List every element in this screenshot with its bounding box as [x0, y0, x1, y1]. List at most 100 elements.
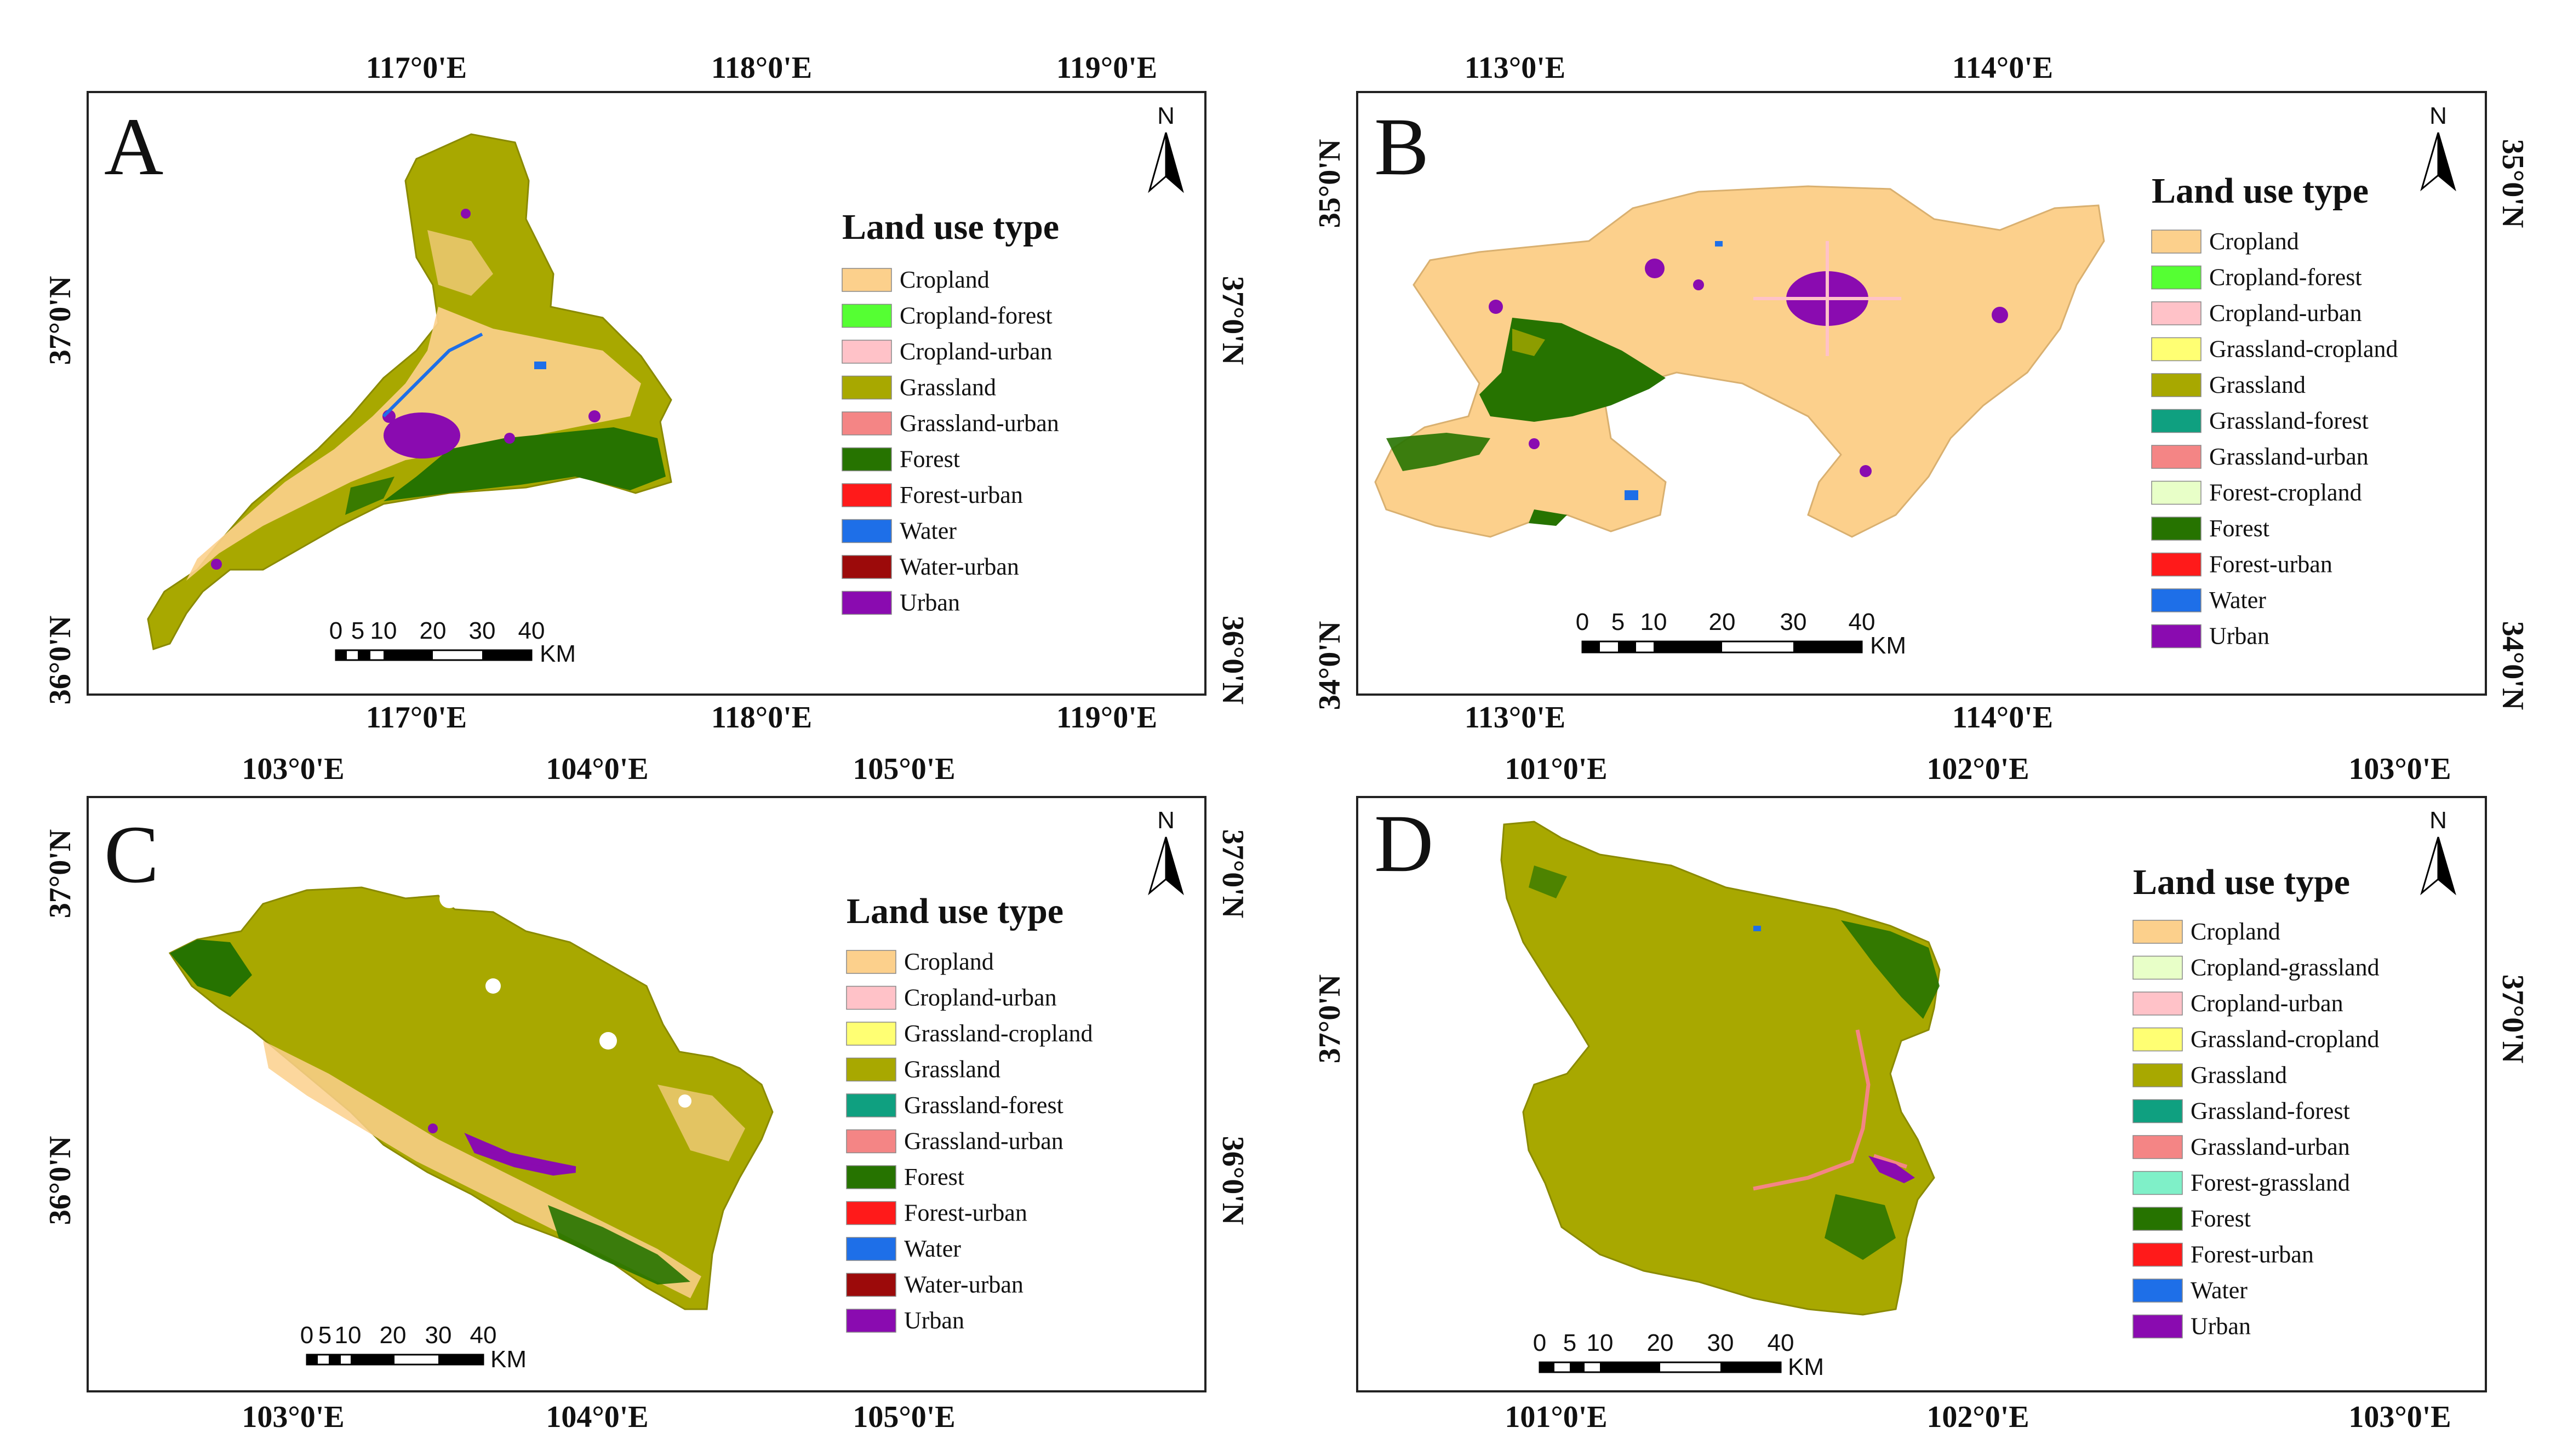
legend-swatch [846, 1129, 896, 1154]
panel-d: D 101°0'E 102°0'E 103°0'E 101°0'E 102°0'… [1313, 752, 2530, 1434]
legend-swatch [2132, 1135, 2183, 1159]
scale-tick-label: 20 [420, 617, 447, 644]
legend-item: Grassland-cropland [2151, 336, 2398, 363]
north-label: N [1157, 807, 1175, 834]
bottom-lon-label: 104°0'E [546, 1400, 648, 1434]
legend-item: Urban [842, 589, 960, 616]
scale-tick-label: 30 [1780, 609, 1807, 635]
legend-swatch [2151, 588, 2202, 612]
legend-label: Cropland-forest [900, 302, 1053, 329]
scale-tick-label: 10 [370, 617, 397, 644]
legend-swatch [2151, 230, 2202, 254]
legend: Land use type Cropland Cropland-grassland… [2132, 862, 2380, 1340]
legend-item: Cropland-forest [2151, 264, 2362, 291]
legend-item: Water-urban [846, 1271, 1023, 1298]
legend-item: Grassland-cropland [846, 1020, 1093, 1047]
legend-label: Grassland [900, 374, 996, 401]
legend-item: Cropland [842, 266, 990, 293]
legend-label: Grassland-urban [2209, 443, 2369, 470]
legend-label: Urban [2209, 623, 2269, 650]
legend-item: Forest [2132, 1205, 2251, 1232]
legend-swatch [842, 340, 892, 364]
north-arrow: N [2420, 807, 2456, 896]
top-lon-label: 105°0'E [853, 752, 955, 786]
legend-item: Forest [842, 446, 960, 473]
legend-swatch [842, 447, 892, 472]
scale-tick-label: 0 [1576, 609, 1589, 635]
legend-label: Grassland-cropland [2191, 1026, 2380, 1053]
right-lat-label: 36°0'N [1216, 1136, 1250, 1225]
scale-tick-label: 30 [1707, 1329, 1734, 1356]
legend-item: Water [842, 518, 957, 544]
right-lat-label: 37°0'N [1216, 276, 1250, 365]
legend-swatch [2151, 301, 2202, 325]
scale-tick-label: 30 [425, 1322, 452, 1349]
north-label: N [2429, 807, 2447, 834]
legend-swatch [2132, 1207, 2183, 1231]
bottom-lon-label: 101°0'E [1505, 1400, 1607, 1434]
legend-swatch [846, 950, 896, 974]
left-lat-label: 34°0'N [1313, 621, 1347, 710]
legend-swatch [842, 591, 892, 615]
legend-title: Land use type [842, 207, 1059, 247]
legend: Land use type Cropland Cropland-urban Gras… [846, 891, 1093, 1334]
legend-item: Grassland-urban [2151, 443, 2369, 470]
scale-unit: KM [1788, 1354, 1824, 1380]
legend-swatch [842, 303, 892, 328]
north-arrow: N [2420, 102, 2456, 192]
legend-swatch [2151, 480, 2202, 505]
legend-swatch [2151, 265, 2202, 290]
bottom-lon-label: 103°0'E [242, 1400, 344, 1434]
legend-title: Land use type [847, 891, 1063, 931]
legend-label: Grassland [2209, 371, 2306, 398]
legend-label: Cropland [900, 266, 990, 293]
legend-swatch [2132, 1314, 2183, 1339]
legend-label: Cropland-urban [2209, 300, 2362, 326]
right-lat-label: 36°0'N [1216, 616, 1250, 704]
legend-item: Forest-urban [846, 1200, 1027, 1226]
legend-item: Grassland [846, 1056, 1000, 1083]
legend-item: Grassland-urban [846, 1128, 1063, 1155]
legend-item: Cropland [2132, 918, 2280, 945]
scale-tick-label: 0 [329, 617, 342, 644]
legend-label: Grassland-forest [904, 1092, 1063, 1119]
north-arrow: N [1148, 807, 1184, 896]
region-map [168, 886, 774, 1310]
legend-item: Cropland-urban [2132, 990, 2343, 1017]
panel-letter: A [104, 101, 163, 192]
scale-unit: KM [490, 1346, 527, 1373]
right-lat-label: 34°0'N [2496, 621, 2530, 710]
scale-tick-label: 10 [1587, 1329, 1614, 1356]
scale-tick-label: 40 [1849, 609, 1875, 635]
left-lat-label: 37°0'N [1313, 975, 1347, 1063]
legend-label: Forest-cropland [2209, 479, 2362, 506]
scale-tick-label: 20 [1647, 1329, 1674, 1356]
legend-label: Forest [2191, 1205, 2251, 1232]
legend-label: Grassland-forest [2209, 408, 2369, 434]
legend-item: Cropland-urban [842, 338, 1053, 365]
legend-swatch [2132, 991, 2183, 1016]
legend-swatch [2132, 920, 2183, 944]
bottom-lon-label: 102°0'E [1926, 1400, 2029, 1434]
left-lat-label: 36°0'N [43, 1136, 77, 1225]
legend-label: Cropland [2209, 228, 2299, 255]
legend-swatch [846, 1022, 896, 1046]
legend-label: Grassland [2191, 1062, 2287, 1088]
legend-swatch [846, 1093, 896, 1117]
top-lon-label: 113°0'E [1465, 51, 1565, 85]
scale-tick-label: 40 [1768, 1329, 1794, 1356]
scale-bar: 0 5 10 20 30 40 KM [1533, 1329, 1824, 1380]
legend-swatch [2151, 624, 2202, 649]
legend-label: Cropland-urban [904, 984, 1057, 1011]
legend-label: Water [904, 1235, 961, 1262]
legend-label: Grassland-urban [2191, 1133, 2350, 1160]
top-lon-label: 103°0'E [242, 752, 344, 786]
scale-tick-label: 5 [351, 617, 364, 644]
top-lon-label: 118°0'E [711, 51, 812, 85]
legend-swatch [2132, 1171, 2183, 1195]
scale-tick-label: 0 [300, 1322, 313, 1349]
scale-tick-label: 10 [1640, 609, 1667, 635]
legend-item: Grassland-urban [842, 410, 1059, 437]
top-lon-label: 102°0'E [1926, 752, 2029, 786]
legend-item: Urban [846, 1307, 964, 1334]
